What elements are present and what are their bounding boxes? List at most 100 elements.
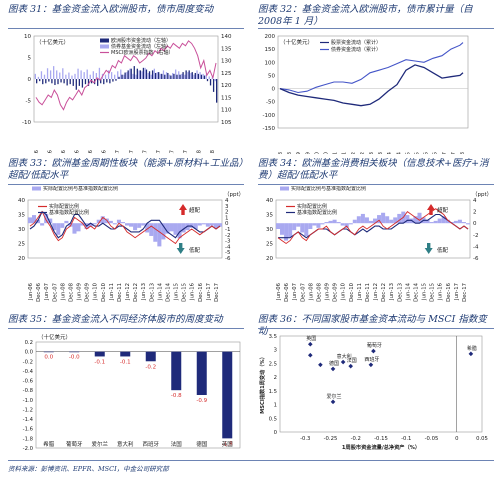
x-tick-label: Jan-17 [442,152,448,154]
x-tick-label: Dec-07 [300,283,306,302]
underweight-label: 低配 [437,246,449,254]
active-weight-bar [100,216,105,224]
active-weight-bar [340,223,345,226]
legend-item: 实际配置比例 [49,203,79,210]
bond-flow-bar [171,72,174,79]
bond-flow-bar [156,72,159,79]
active-weight-bar [205,223,210,227]
equity-flow-bar [164,74,166,79]
country-flow-bar [69,351,80,353]
active-weight-bar [209,223,214,226]
bond-flow-bar [110,72,113,79]
active-weight-bar [368,220,373,224]
equity-flow-bar [66,79,68,86]
bar-value-label: -0.9 [196,398,207,404]
y-left-tick-label: 25 [266,242,273,248]
bond-flow-bar [65,74,67,79]
active-weight-bar [116,219,121,224]
x-tick-label: Jun-11 [109,283,115,301]
x-tick-label: Jul-17 [156,150,162,154]
y-tick-label: -50 [266,100,275,106]
active-weight-bar [32,215,37,224]
y-left-tick-label: 35 [18,213,25,219]
chart35-title: 图表 35：基金资金流入不同经济体股市的周度变动 [8,314,223,325]
equity-flow-bar [191,72,193,79]
equity-flow-bar [173,73,175,79]
active-weight-bar [405,215,410,224]
equity-flow-bar [36,79,38,84]
equity-flow-bar [106,79,108,83]
separator [8,460,494,461]
x-tick-label: Nov-16 [102,149,108,154]
x-tick-label: Jan-13 [369,152,375,154]
bond-flow-bar [34,73,36,79]
bond-flow-bar [46,68,49,79]
x-tick-label: Dec-13 [149,283,155,302]
y-right-tick-label: -3 [225,239,231,245]
y-right-tick-label: -1 [225,227,230,233]
bond-flow-bar [126,72,128,79]
x-tick-label: Jul-16 [75,149,81,154]
separator [8,28,244,29]
active-weight-bar [332,219,337,224]
active-weight-bar [275,223,281,229]
active-weight-bar [352,219,357,224]
bar-value-label: -0.1 [120,359,131,365]
y-tick-label: -0.4 [23,369,34,375]
bond-flow-bar [184,74,186,79]
active-weight-bar [324,222,329,224]
y-right-tick-label: -2 [473,233,478,239]
bond-flow-bar [165,72,168,79]
chart33-title: 图表 33：欧洲基金周期性板块（能源+原材料+工业品）超配/低配水平 [8,158,244,181]
x-tick-label: Dec-10 [101,282,107,302]
x-tick-label: Jun-14 [405,282,411,301]
bar-value-label: -0.0 [69,355,80,361]
y-tick-label: -100 [263,113,276,119]
bond-flow-bar [205,74,207,79]
country-flow-bar [94,351,105,357]
active-weight-bar [137,223,142,228]
active-weight-bar [280,223,285,235]
x-tick-label: Jun-15 [174,283,180,301]
y-tick-label: 50 [268,73,275,79]
x-tick-label: Jan-09 [296,152,302,154]
scatter-point [330,399,336,405]
chart36-flow-vs-msci-scatter: 0 0.5 1 1.5 2 2.5 3 3.5 -0.3 -0.25 -0.2 -0.15 -0.1 -0… [258,334,488,451]
x-tick-label: Jun-08 [60,282,66,301]
x-tick-label: 0 [455,436,459,442]
bar-value-label: 0.0 [44,355,53,361]
legend-item: 股票资金流动（累计） [331,39,381,46]
point-label: 爱尔兰 [327,393,342,400]
y-left-tick-label: 20 [18,256,25,262]
country-flow-bar [171,351,182,391]
source-footnote: 资料来源：彭博资讯、EPFR、MSCI，中金公司研究部 [8,465,169,473]
x-tick-label: Jun-13 [389,283,395,301]
legend-item: 基准指数配置比例 [49,209,89,216]
x-tick-label: Jun-08 [308,282,314,301]
bond-flow-bar [92,71,94,79]
equity-flow-bar [212,79,215,92]
x-tick-label: Dec-07 [52,283,58,302]
legend-item: 实际配置比例与基准指数配置比例 [43,186,118,192]
bond-flow-bar [62,68,64,79]
equity-flow-bar [57,79,59,85]
y-left-tick-label: -5 [26,99,32,105]
bond-flow-bar [153,68,155,79]
benchmark-weight-line [29,210,221,239]
x-tick-label: Dec-10 [349,282,355,302]
x-tick-label: Sep-17 [169,150,175,154]
active-weight-bar [457,219,462,224]
bond-flow-bar [74,73,76,79]
x-tick-label: -0.3 [300,436,310,442]
x-tick-label: Jan-18 [196,149,202,154]
bond-flow-bar [56,70,58,79]
y-tick-label: -1.0 [23,398,34,404]
bond-flow-bar [190,72,192,79]
legend-item: 欧洲股市资金流动（左轴） [111,37,171,44]
active-weight-bar [288,223,293,238]
active-weight-bar [88,223,93,227]
x-tick-label: Jun-10 [341,282,347,301]
x-tick-label: -0.1 [401,436,411,442]
country-flow-bar [43,351,54,353]
